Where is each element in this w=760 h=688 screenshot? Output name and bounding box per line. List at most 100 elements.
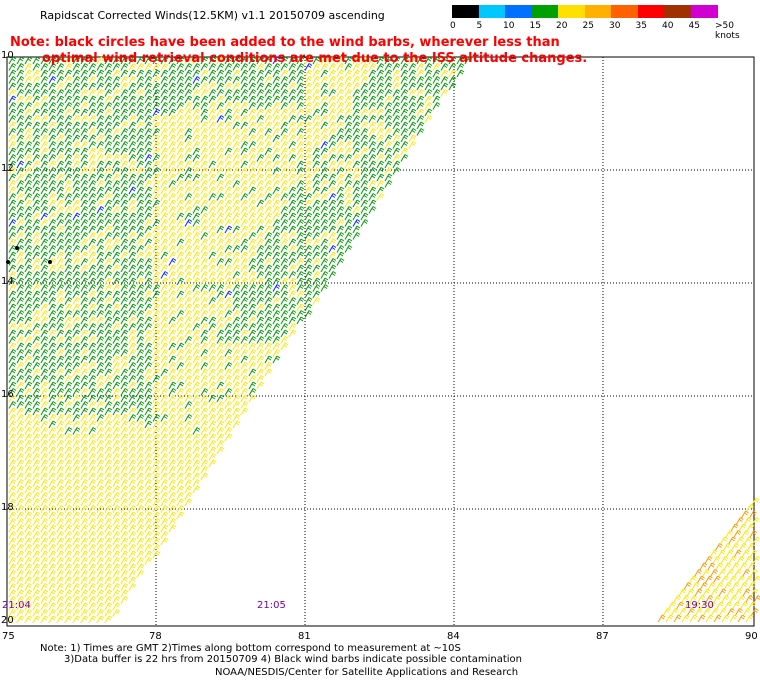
wind-barb bbox=[56, 446, 65, 455]
wind-barb bbox=[104, 420, 113, 429]
wind-barb bbox=[368, 102, 377, 110]
wind-barb bbox=[152, 251, 161, 260]
wind-barb bbox=[40, 446, 49, 455]
wind-barb bbox=[360, 141, 369, 149]
wind-barb bbox=[240, 212, 249, 221]
wind-barb bbox=[56, 180, 65, 188]
wind-barb bbox=[120, 446, 129, 455]
wind-barb bbox=[56, 186, 65, 195]
wind-barb bbox=[750, 608, 759, 616]
wind-barb bbox=[104, 69, 113, 78]
wind-barb bbox=[72, 69, 81, 78]
wind-barb bbox=[104, 277, 113, 286]
wind-barb bbox=[304, 206, 313, 214]
wind-barb bbox=[168, 427, 177, 435]
wind-barb bbox=[16, 206, 25, 214]
wind-barb bbox=[56, 524, 65, 533]
wind-barb bbox=[240, 342, 249, 351]
wind-barb bbox=[160, 511, 169, 520]
wind-barb bbox=[184, 466, 193, 474]
wind-barb bbox=[168, 290, 177, 299]
wind-barb bbox=[24, 355, 33, 364]
wind-barb bbox=[248, 160, 257, 169]
wind-barb bbox=[192, 212, 201, 221]
wind-barb bbox=[352, 141, 361, 149]
wind-barb bbox=[120, 264, 129, 273]
wind-barb bbox=[248, 95, 257, 104]
wind-barb bbox=[96, 349, 105, 357]
wind-barb bbox=[56, 466, 65, 474]
wind-barb bbox=[128, 427, 137, 435]
wind-barb bbox=[8, 557, 17, 565]
wind-barb bbox=[32, 108, 41, 117]
colorbar-label: 45 bbox=[688, 21, 700, 31]
wind-barb bbox=[400, 154, 409, 162]
wind-barb bbox=[320, 167, 329, 175]
wind-barb bbox=[713, 595, 722, 603]
wind-barb bbox=[264, 284, 273, 292]
wind-barb bbox=[296, 193, 305, 201]
wind-barb bbox=[216, 414, 225, 422]
wind-barb bbox=[200, 316, 209, 325]
wind-barb bbox=[104, 108, 113, 117]
wind-barb bbox=[144, 186, 153, 195]
wind-barb bbox=[224, 154, 233, 162]
wind-barb bbox=[160, 453, 169, 461]
wind-barb bbox=[216, 375, 225, 383]
wind-barb bbox=[232, 388, 241, 396]
wind-barb bbox=[128, 199, 137, 208]
wind-barb bbox=[8, 141, 17, 149]
wind-barb bbox=[749, 510, 757, 519]
wind-barb bbox=[8, 89, 17, 97]
wind-barb bbox=[152, 238, 161, 247]
wind-barb bbox=[216, 134, 225, 143]
wind-barb bbox=[72, 544, 81, 552]
wind-barb bbox=[32, 134, 41, 143]
wind-barb bbox=[160, 245, 169, 253]
wind-barb bbox=[16, 576, 25, 585]
wind-barb bbox=[384, 147, 393, 156]
wind-barb bbox=[88, 271, 97, 279]
wind-barb bbox=[96, 316, 105, 325]
wind-barb bbox=[8, 401, 17, 409]
wind-barb bbox=[208, 297, 217, 305]
wind-barb bbox=[312, 76, 321, 84]
wind-barb bbox=[710, 608, 719, 616]
wind-barb bbox=[72, 154, 81, 162]
wind-barb bbox=[48, 440, 57, 448]
wind-barb bbox=[48, 492, 57, 500]
wind-barb bbox=[296, 258, 305, 266]
wind-barb bbox=[336, 89, 345, 97]
wind-barb bbox=[176, 82, 185, 91]
wind-barb bbox=[56, 251, 65, 260]
wind-barb bbox=[48, 115, 57, 123]
wind-barb bbox=[152, 485, 161, 494]
wind-barb bbox=[264, 323, 273, 331]
wind-barb bbox=[128, 147, 137, 156]
wind-barb bbox=[120, 563, 129, 572]
wind-barb bbox=[240, 316, 249, 325]
wind-barb bbox=[376, 154, 385, 162]
wind-barb bbox=[224, 95, 233, 104]
wind-barb bbox=[32, 609, 41, 617]
wind-barb bbox=[32, 219, 41, 227]
wind-barb bbox=[256, 251, 265, 260]
wind-barb bbox=[168, 264, 177, 273]
wind-barb bbox=[320, 69, 329, 78]
wind-barb bbox=[144, 63, 153, 71]
wind-barb bbox=[424, 69, 433, 78]
wind-barb bbox=[120, 420, 129, 429]
wind-barb bbox=[200, 394, 209, 403]
wind-barb bbox=[216, 388, 225, 396]
wind-barb bbox=[216, 232, 225, 240]
wind-barb bbox=[24, 232, 33, 240]
wind-barb bbox=[440, 82, 449, 91]
wind-barb bbox=[256, 329, 265, 338]
wind-barb bbox=[729, 595, 738, 603]
wind-barb bbox=[376, 76, 385, 84]
wind-barb bbox=[64, 459, 73, 468]
wind-barb bbox=[104, 56, 113, 65]
wind-barb bbox=[64, 427, 73, 435]
wind-barb bbox=[424, 56, 433, 65]
wind-barb bbox=[296, 316, 305, 325]
